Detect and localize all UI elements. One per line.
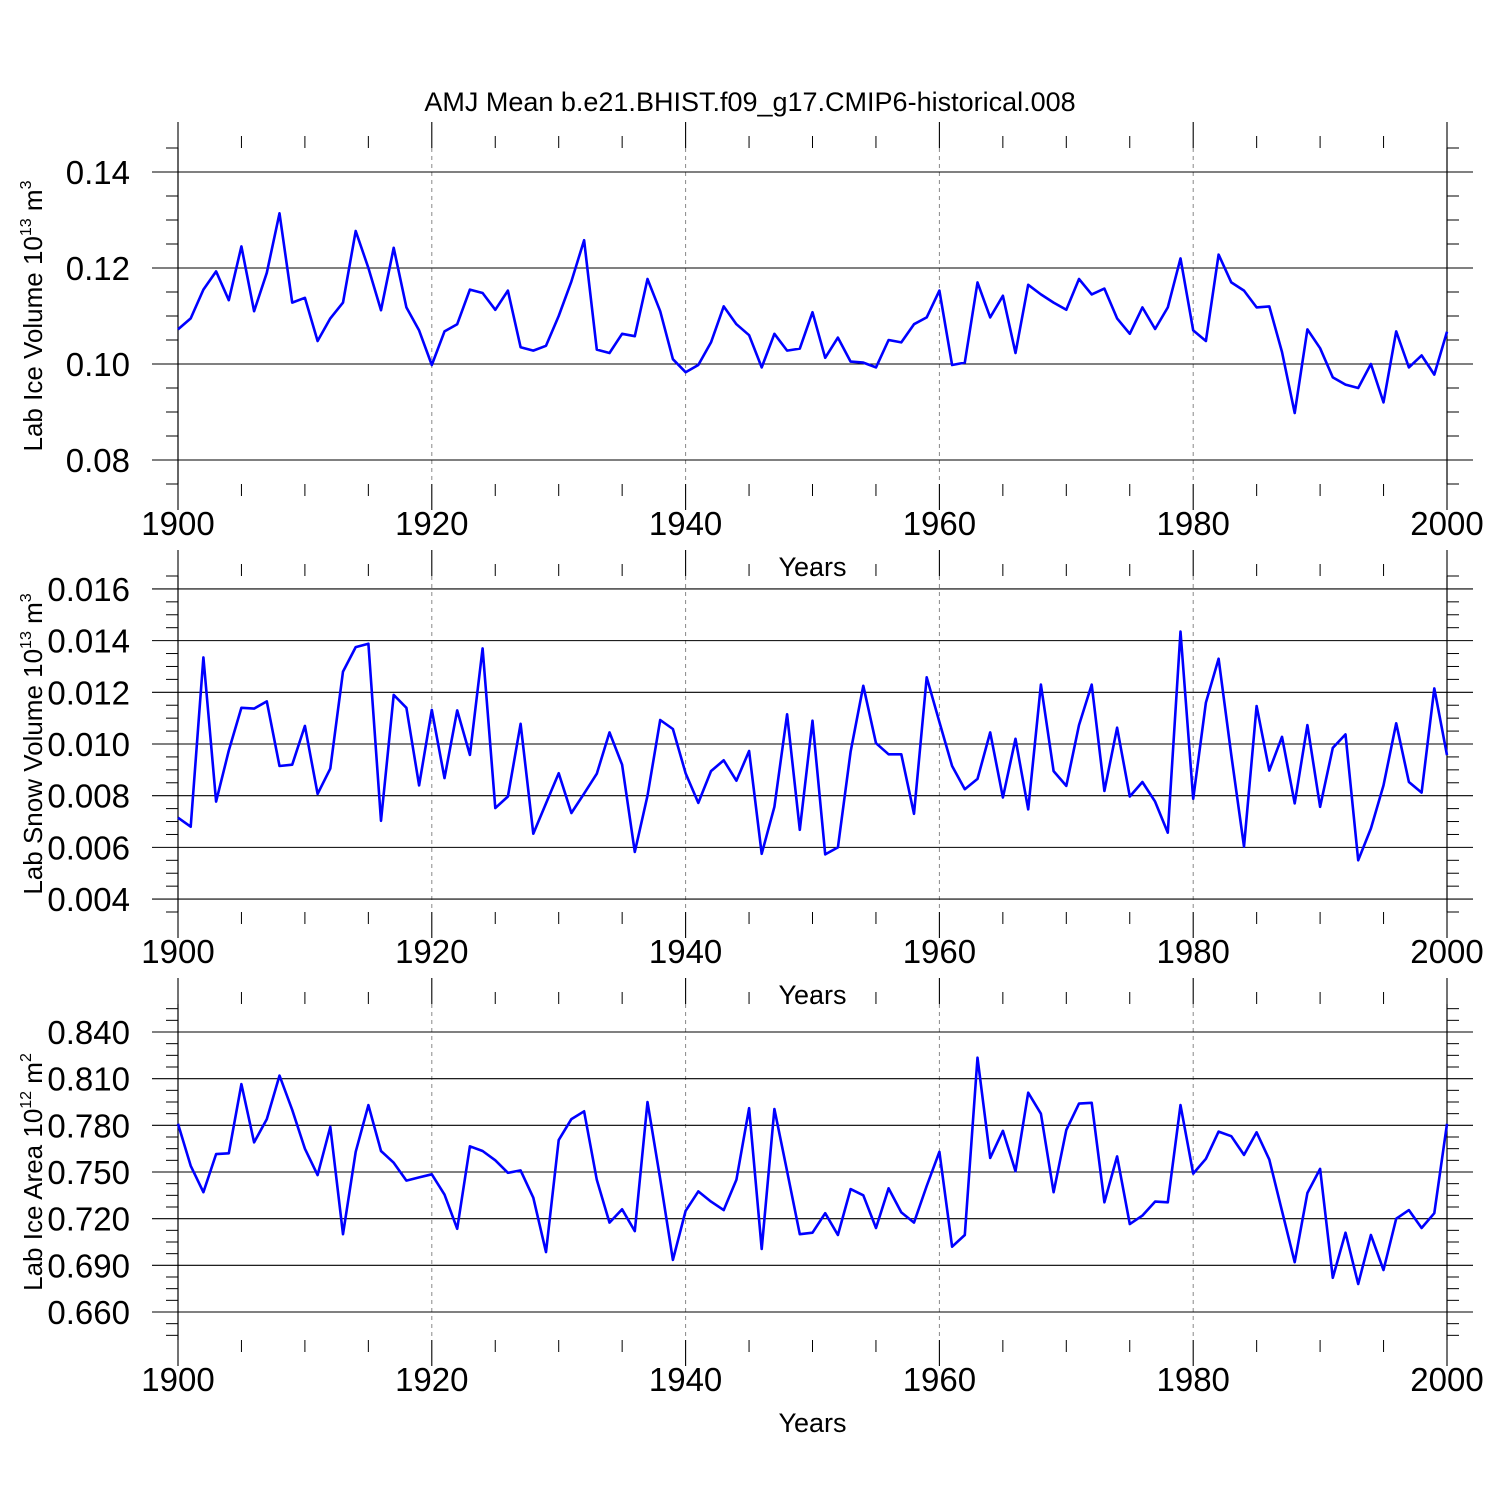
y-tick-label: 0.08 — [66, 442, 130, 479]
x-tick-label: 1940 — [649, 505, 722, 542]
x-tick-label: 2000 — [1410, 1361, 1483, 1398]
y-tick-label: 0.12 — [66, 250, 130, 287]
y-tick-label: 0.10 — [66, 346, 130, 383]
x-tick-label: 1900 — [141, 933, 214, 970]
y-tick-label: 0.012 — [47, 674, 130, 711]
y-axis-label-unit-exponent: 3 — [18, 180, 35, 189]
y-tick-label: 0.840 — [47, 1014, 130, 1051]
y-tick-label: 0.780 — [47, 1107, 130, 1144]
y-tick-label: 0.016 — [47, 571, 130, 608]
panels-container: 0.08 0.10 0.12 0.14 1900 1920 1940 1960 1980 2000… — [18, 122, 1484, 1438]
x-tick-label: 2000 — [1410, 505, 1483, 542]
chart-panel-3: 0.660 0.690 0.720 0.750 0.780 0.810 0.840 1900 1… — [18, 978, 1484, 1438]
y-axis-label-text: Lab Ice Volume 10 — [18, 236, 48, 451]
y-axis-label: Lab Snow Volume 1013 m3 — [18, 593, 48, 894]
x-tick-label: 1980 — [1156, 505, 1229, 542]
y-axis-label-unit: m — [18, 1062, 48, 1091]
y-axis-label-unit-exponent: 2 — [18, 1053, 35, 1062]
y-tick-label: 0.010 — [47, 726, 130, 763]
y-axis-label-exponent: 13 — [18, 631, 35, 649]
y-tick-label: 0.810 — [47, 1061, 130, 1098]
y-tick-label: 0.004 — [47, 881, 130, 918]
x-tick-label: 1960 — [903, 1361, 976, 1398]
chart-panel-1: 0.08 0.10 0.12 0.14 1900 1920 1940 1960 1980 2000… — [18, 122, 1484, 582]
y-axis-label-unit: m — [18, 189, 48, 218]
y-tick-label: 0.008 — [47, 778, 130, 815]
y-axis-label: Lab Ice Area 1012 m2 — [18, 1053, 48, 1291]
y-tick-label: 0.750 — [47, 1154, 130, 1191]
series-line — [176, 1056, 1449, 1286]
y-axis-label-text: Lab Ice Area 10 — [18, 1109, 48, 1291]
x-tick-label: 2000 — [1410, 933, 1483, 970]
series-line — [177, 212, 1449, 415]
x-tick-label: 1960 — [903, 505, 976, 542]
x-tick-label: 1920 — [395, 505, 468, 542]
series-line — [177, 630, 1449, 862]
y-axis-label-unit: m — [18, 602, 48, 631]
y-tick-label: 0.690 — [47, 1247, 130, 1284]
y-axis-label: Lab Ice Volume 1013 m3 — [18, 180, 48, 451]
x-tick-label: 1920 — [395, 1361, 468, 1398]
y-axis-label-unit-exponent: 3 — [18, 593, 35, 602]
x-axis-label: Years — [778, 1408, 846, 1438]
y-axis-label-exponent: 13 — [18, 218, 35, 236]
y-axis-label-text: Lab Snow Volume 10 — [18, 649, 48, 895]
y-tick-label: 0.14 — [66, 154, 130, 191]
y-tick-label: 0.014 — [47, 623, 130, 660]
chart-panel-2: 0.004 0.006 0.008 0.010 0.012 0.014 0.016 1900 1… — [18, 550, 1484, 1010]
x-tick-label: 1900 — [141, 1361, 214, 1398]
figure-title: AMJ Mean b.e21.BHIST.f09_g17.CMIP6-histo… — [424, 87, 1075, 117]
x-tick-label: 1940 — [649, 1361, 722, 1398]
x-tick-label: 1960 — [903, 933, 976, 970]
y-tick-label: 0.660 — [47, 1294, 130, 1331]
y-tick-label: 0.720 — [47, 1201, 130, 1238]
x-tick-label: 1900 — [141, 505, 214, 542]
x-tick-label: 1980 — [1156, 1361, 1229, 1398]
x-tick-label: 1980 — [1156, 933, 1229, 970]
x-tick-label: 1940 — [649, 933, 722, 970]
y-axis-label-exponent: 12 — [18, 1091, 35, 1109]
x-tick-label: 1920 — [395, 933, 468, 970]
y-tick-label: 0.006 — [47, 829, 130, 866]
